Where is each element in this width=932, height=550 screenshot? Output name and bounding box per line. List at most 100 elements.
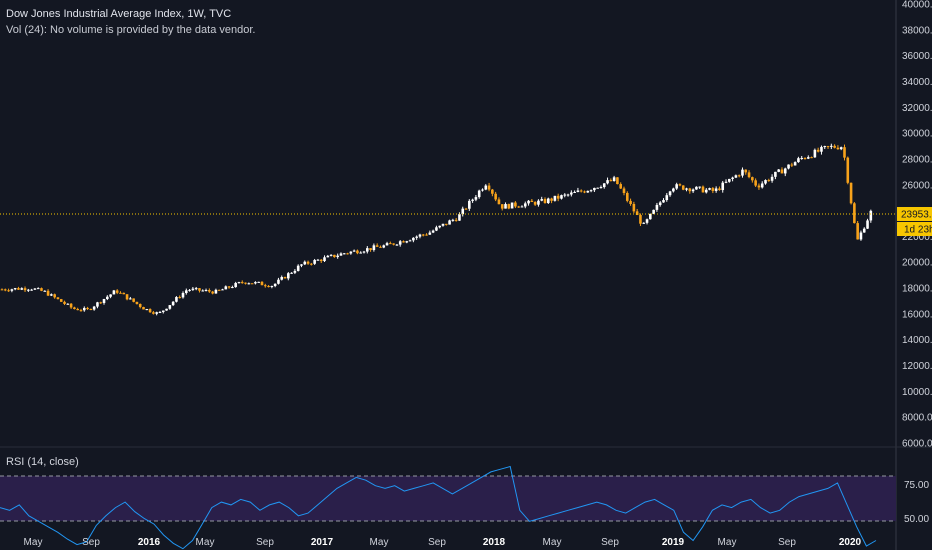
rsi-band [0,476,896,521]
candle-body [714,188,718,191]
candle-body [319,259,323,262]
candle-body [563,194,567,196]
candle-body [747,172,751,178]
candle-body [96,302,99,307]
candle-body [593,187,596,191]
candle-body [645,219,649,223]
candle-body [66,303,70,305]
candle-body [273,283,277,287]
candle-body [36,288,40,290]
candle-body [652,209,655,214]
time-axis[interactable]: May Sep 2016 May Sep 2017 May Sep 2018 May Sep 2019… [24,537,862,548]
candle-body [583,191,586,193]
candle-body [119,292,122,294]
candle-body [204,290,208,292]
candle-body [649,213,652,220]
x-year-label: 2020 [839,537,862,548]
candle-body [803,157,807,159]
rsi-series [0,465,877,550]
candle-body [820,146,823,152]
candle-body [691,189,695,192]
candle-body [194,288,198,290]
candle-body [632,203,636,212]
candle-body [0,289,4,291]
candle-body [550,198,553,201]
candle-body [547,198,550,204]
candle-body [454,219,458,221]
candle-body [247,283,251,285]
candle-body [155,312,158,314]
candle-body [346,253,349,255]
candle-body [33,288,37,290]
candle-body [754,180,757,186]
candle-body [372,245,376,251]
candle-body [237,282,241,284]
candle-body [425,234,428,236]
candle-body [211,291,214,294]
x-month-label: Sep [601,537,619,548]
candle-body [806,157,810,159]
candle-body [576,190,580,192]
candle-body [201,290,205,292]
candle-body [862,228,866,233]
candle-body [836,147,840,150]
candle-body [833,145,836,148]
candle-body [718,188,721,191]
candle-body [224,286,228,290]
candle-body [339,253,343,256]
x-month-label: Sep [778,537,796,548]
x-month-label: May [543,537,562,548]
candle-body [517,206,520,208]
candle-body [30,289,33,291]
y-tick-label: 12000.0 [902,361,932,372]
candle-body [780,169,784,174]
candle-body [606,180,609,184]
candle-body [369,248,372,251]
candle-body [596,187,599,189]
candle-body [244,282,247,284]
candle-body [342,253,346,255]
candle-body [731,177,734,179]
candle-body [770,176,774,181]
candle-body [523,203,527,207]
candle-body [257,281,260,283]
candle-body [510,202,514,209]
candle-body [797,158,800,163]
volume-note: Vol (24): No volume is provided by the d… [6,24,256,36]
candle-body [20,288,24,290]
candle-body [102,299,106,303]
candle-body [639,215,642,224]
price-label: 23953.2 1d 23h [897,207,932,236]
candle-body [125,294,129,300]
y-tick-label: 28000.0 [902,154,932,165]
x-year-label: 2019 [662,537,685,548]
candle-body [283,277,287,279]
candle-body [869,210,873,221]
candle-body [421,234,425,236]
candle-body [3,289,7,291]
candle-body [721,182,725,191]
candle-body [500,204,504,209]
candle-body [688,188,692,192]
candle-body [589,190,593,192]
candle-body [99,302,103,304]
candle-body [129,298,132,300]
countdown-label-box [897,222,932,236]
candle-body [662,200,665,203]
candle-body [10,289,14,291]
candle-body [849,182,853,204]
candle-body [491,189,494,194]
chart-title: Dow Jones Industrial Average Index, 1W, … [6,8,232,20]
candle-body [171,301,175,306]
candle-body [76,309,79,311]
rsi-axis[interactable]: 75.00 50.00 [904,480,929,525]
y-tick-label: 30000.0 [902,129,932,140]
candle-body [711,188,715,191]
candle-body [375,245,379,247]
candle-body [277,279,280,284]
countdown-label-text: 1d 23h [904,225,932,236]
candle-body [783,168,787,174]
candle-body [181,293,185,298]
candle-body [474,197,478,200]
